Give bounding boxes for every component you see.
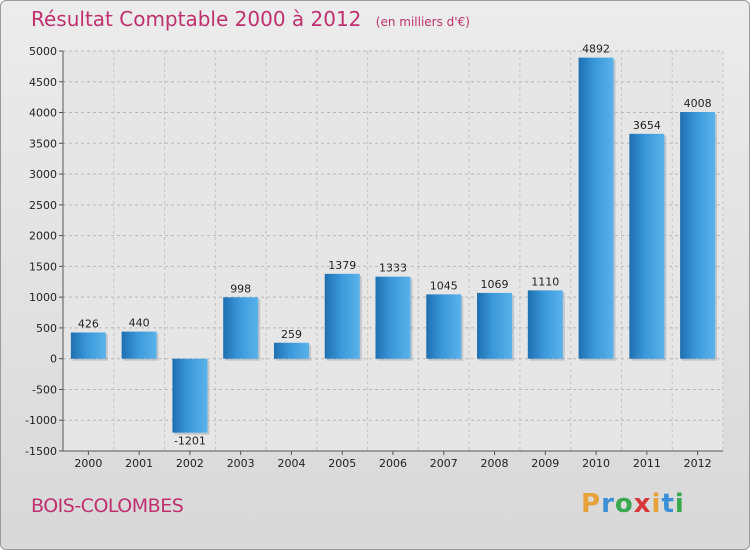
data-label: 3654 [633,119,661,132]
logo-letter: i [674,489,685,519]
y-tick-label: 1500 [29,260,57,273]
x-tick-label: 2005 [328,457,356,470]
x-tick-label: 2012 [684,457,712,470]
bar-2004 [273,342,309,359]
logo-letter: r [601,489,615,519]
y-tick-label: 3000 [29,168,57,181]
y-tick-label: 5000 [29,45,57,58]
logo-letter: x [633,489,652,519]
y-tick-label: 2000 [29,230,57,243]
data-label: 998 [230,282,251,295]
bar-2000 [70,332,106,359]
data-label: 4008 [684,97,712,110]
x-tick-label: 2000 [74,457,102,470]
data-label: 440 [129,317,150,330]
x-tick-label: 2007 [430,457,458,470]
bar-2010 [578,57,614,359]
bar-2006 [375,276,411,359]
bar-2003 [223,297,259,359]
logo-letter: P [581,489,602,519]
data-label: 1069 [481,278,509,291]
y-tick-label: 1000 [29,291,57,304]
y-tick-label: -1000 [25,414,57,427]
chart-subtitle: (en milliers d'€) [375,15,470,29]
data-label: 426 [78,317,99,330]
data-label: 1110 [531,275,559,288]
y-tick-label: 4500 [29,76,57,89]
x-tick-label: 2004 [277,457,305,470]
data-label: 259 [281,328,302,341]
data-label: 1045 [430,279,458,292]
bar-2005 [324,273,360,359]
logo-letter: o [614,489,634,519]
chart-title: Résultat Comptable 2000 à 2012 (en milli… [31,7,470,31]
x-tick-label: 2010 [582,457,610,470]
bar-2008 [477,292,513,359]
y-tick-label: 0 [50,353,57,366]
plot-area [63,51,723,451]
y-tick-label: -500 [32,383,57,396]
data-label: 1333 [379,262,407,275]
logo-letter: t [661,489,675,519]
x-tick-label: 2001 [125,457,153,470]
bar-2011 [629,133,665,359]
proxiti-logo: Proxiti [581,489,685,519]
y-tick-label: 2500 [29,199,57,212]
bar-2009 [527,290,563,359]
bar-2012 [680,112,716,359]
y-tick-label: -1500 [25,445,57,458]
data-label: 4892 [582,43,610,56]
bar-2001 [121,331,157,359]
x-tick-label: 2003 [227,457,255,470]
y-tick-label: 4000 [29,107,57,120]
x-tick-label: 2008 [481,457,509,470]
city-name: BOIS-COLOMBES [31,495,184,517]
logo-letter: i [651,489,662,519]
bar-2007 [426,294,462,359]
x-tick-label: 2002 [176,457,204,470]
x-tick-label: 2009 [531,457,559,470]
chart-title-text: Résultat Comptable 2000 à 2012 [31,7,362,31]
data-label: 1379 [328,259,356,272]
data-label: -1201 [174,435,206,448]
bar-2002 [172,358,208,433]
y-tick-label: 3500 [29,137,57,150]
x-tick-label: 2011 [633,457,661,470]
x-tick-label: 2006 [379,457,407,470]
y-tick-label: 500 [36,322,57,335]
